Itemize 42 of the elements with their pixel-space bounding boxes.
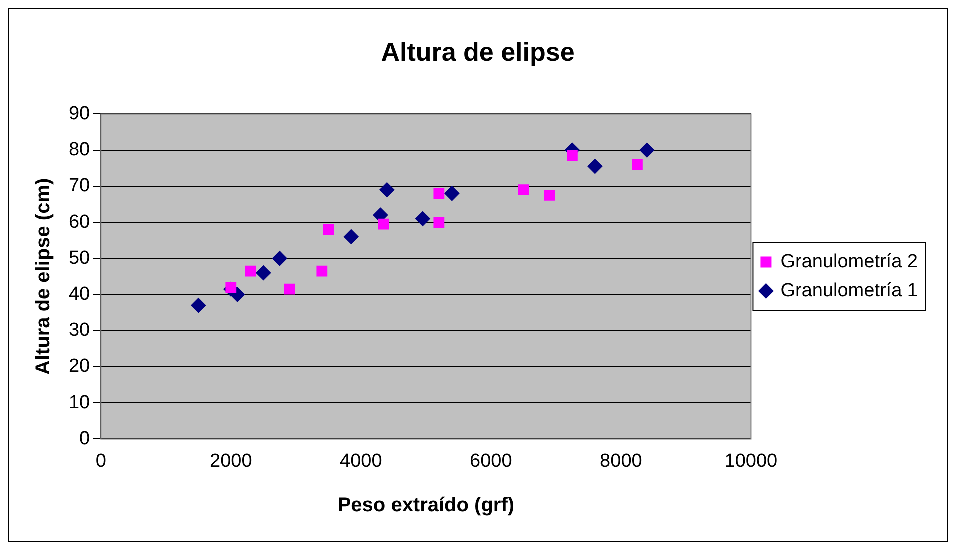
x-tick-label: 6000: [470, 450, 512, 472]
legend-label: Granulometría 2: [780, 251, 918, 272]
point: [566, 150, 578, 162]
point: [272, 251, 288, 266]
x-axis-title: Peso extraído (grf): [338, 494, 515, 517]
y-tick-label: 10: [68, 392, 90, 414]
point: [245, 266, 256, 277]
y-tick-label: 40: [68, 284, 90, 305]
y-axis-title: Altura de elipse (cm): [32, 178, 55, 376]
y-tick-label: 20: [68, 356, 90, 378]
point: [544, 190, 556, 201]
point: [640, 142, 655, 158]
x-tick-label: 2000: [210, 450, 252, 472]
point: [323, 224, 334, 236]
point: [378, 218, 390, 230]
y-tick-label: 0: [80, 428, 90, 450]
point: [230, 287, 246, 302]
point: [256, 266, 272, 281]
legend-label: Granulometría 1: [780, 280, 918, 302]
chart-title: Altura de elipse: [381, 36, 575, 67]
x-tick-label: 10000: [724, 450, 778, 472]
point: [632, 159, 643, 170]
x-tick-label: 8000: [600, 450, 642, 472]
point: [380, 182, 395, 198]
point: [284, 284, 296, 295]
y-tick-label: 90: [68, 103, 90, 124]
point: [444, 186, 460, 202]
y-tick-label: 30: [68, 320, 90, 342]
point: [588, 159, 603, 174]
point: [434, 188, 445, 200]
y-tick-label: 80: [68, 140, 90, 161]
y-tick-label: 70: [68, 176, 90, 197]
point: [415, 211, 430, 226]
x-tick-label: 0: [96, 450, 106, 472]
point: [344, 229, 359, 244]
point: [434, 217, 445, 228]
y-tick-label: 50: [68, 248, 90, 269]
point: [316, 266, 328, 277]
point: [191, 298, 206, 314]
point: [518, 184, 530, 196]
x-tick-label: 4000: [340, 450, 382, 472]
y-tick-label: 60: [68, 212, 90, 233]
